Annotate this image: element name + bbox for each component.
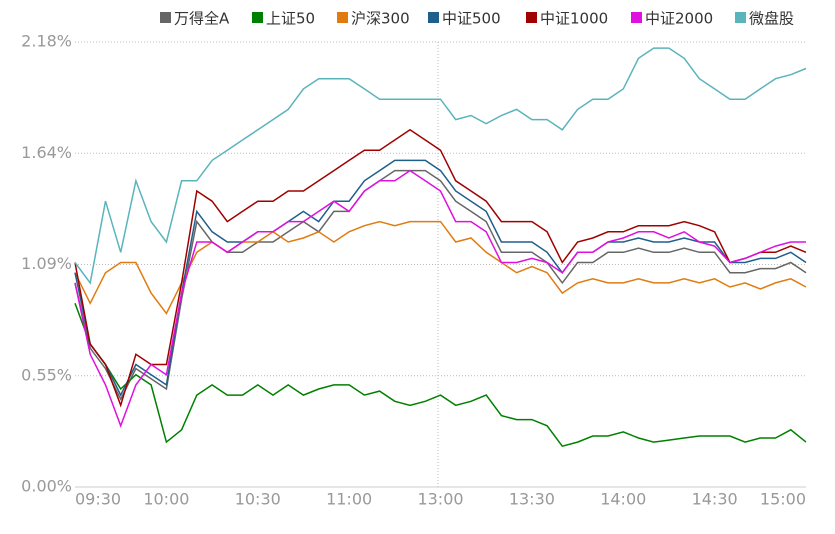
legend-label: 中证2000 — [645, 10, 713, 28]
y-tick-label: 0.00% — [21, 477, 72, 496]
legend-label: 中证1000 — [540, 10, 608, 28]
legend-swatch — [428, 12, 439, 23]
legend-swatch — [526, 12, 537, 23]
y-tick-label: 1.09% — [21, 254, 72, 273]
legend-label: 上证50 — [266, 10, 315, 28]
legend-label: 微盘股 — [749, 10, 794, 28]
legend-swatch — [252, 12, 263, 23]
x-tick-label: 10:30 — [235, 490, 281, 509]
x-tick-label: 13:00 — [417, 490, 463, 509]
series-line — [74, 220, 807, 315]
series-line — [74, 303, 807, 448]
x-tick-label: 13:30 — [509, 490, 555, 509]
legend-label: 万得全A — [174, 10, 230, 28]
legend-label: 中证500 — [442, 10, 501, 28]
series-line — [74, 169, 807, 401]
x-tick-label: 14:30 — [692, 490, 738, 509]
y-tick-label: 2.18% — [21, 32, 72, 51]
series-line — [74, 169, 806, 428]
legend-swatch — [631, 12, 642, 23]
x-tick-label: 11:00 — [326, 490, 372, 509]
y-tick-label: 0.55% — [21, 365, 72, 384]
x-tick-label: 14:00 — [600, 490, 646, 509]
x-tick-label: 15:00 — [760, 490, 806, 509]
legend-label: 沪深300 — [351, 10, 410, 28]
series-line — [74, 128, 807, 408]
series-line — [74, 47, 807, 285]
legend-swatch — [160, 12, 171, 23]
x-tick-label: 09:30 — [75, 490, 121, 509]
legend-swatch — [337, 12, 348, 23]
legend-swatch — [735, 12, 746, 23]
series-line — [74, 159, 807, 397]
y-tick-label: 1.64% — [21, 143, 72, 162]
x-tick-label: 10:00 — [143, 490, 189, 509]
